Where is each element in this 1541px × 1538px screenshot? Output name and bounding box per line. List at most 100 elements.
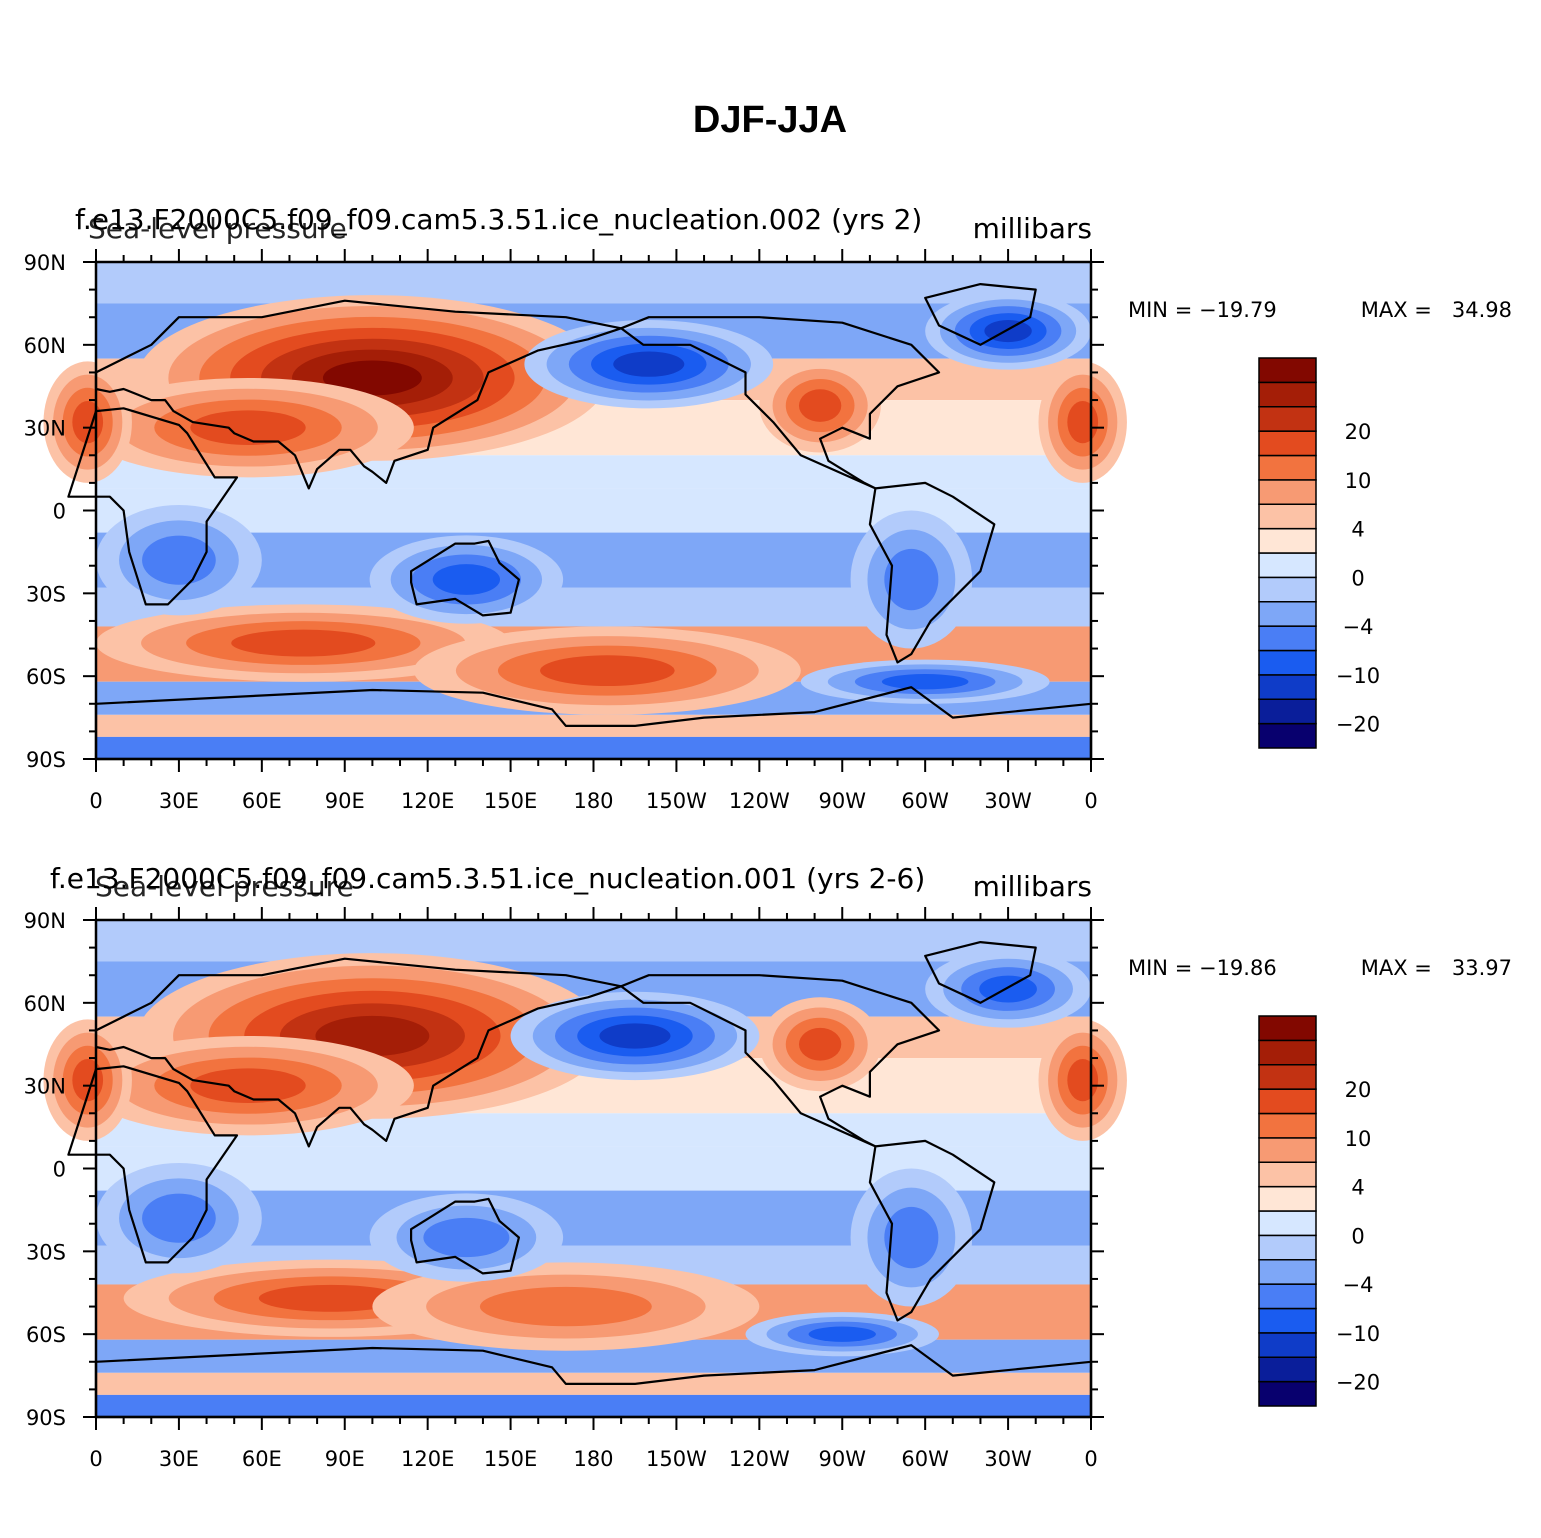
colorbar-box	[1258, 649, 1317, 676]
contour-north-america	[798, 389, 842, 422]
colorbar-label: 0	[1351, 1224, 1364, 1248]
colorbar-box	[1258, 722, 1317, 749]
y-tick-label: 30N	[24, 417, 66, 441]
map-plot: 0 30E 60E 90E 120E 150E 180 150W 120W 90W 60W 30W 09…	[24, 249, 1127, 813]
colorbar-box	[1258, 576, 1317, 603]
x-tick-label: 0	[89, 789, 102, 813]
contour-azores	[1067, 1059, 1099, 1102]
variable-label: Sea-level pressure	[88, 212, 347, 245]
axis-ticks	[83, 249, 1104, 772]
colorbar: 20 10 4 0 −4 −10 −20	[1258, 1015, 1380, 1407]
colorbar-box	[1258, 527, 1317, 554]
x-tick-label: 150E	[484, 1447, 537, 1471]
colorbar-box	[1258, 1185, 1317, 1212]
x-tick-label: 30E	[159, 1447, 199, 1471]
case-label: f.e13.F2000C5.f09_f09.cam5.3.51.ice_nucl…	[50, 862, 925, 895]
colorbar-box	[1258, 1356, 1317, 1383]
panel-top: f.e13.F2000C5.f09_f09.cam5.3.51.ice_nucl…	[24, 203, 1512, 813]
coastline-samerica	[868, 481, 996, 664]
field-band	[96, 736, 1091, 759]
contour-southern-indian-ocean	[258, 1284, 404, 1312]
y-tick-label: 60S	[26, 665, 66, 689]
colorbar-box	[1258, 381, 1317, 408]
y-tick-label: 30S	[26, 1240, 66, 1264]
max-label: MAX = 34.98	[1361, 298, 1512, 322]
x-tick-label: 30W	[984, 789, 1032, 813]
panel-bottom: f.e13.F2000C5.f09_f09.cam5.3.51.ice_nucl…	[24, 862, 1512, 1471]
contour-south-america	[884, 1206, 939, 1269]
contour-australia	[432, 564, 501, 595]
colorbar-box	[1258, 552, 1317, 579]
y-tick-label: 60N	[24, 992, 66, 1016]
field-band	[96, 1394, 1091, 1417]
y-tick-label: 90S	[26, 748, 66, 772]
contour-australia	[423, 1217, 510, 1258]
colorbar-label: −20	[1336, 713, 1380, 737]
x-tick-label: 60W	[901, 789, 949, 813]
x-tick-label: 150W	[646, 789, 707, 813]
coastline-eurasia	[94, 299, 623, 490]
x-tick-label: 30E	[159, 789, 199, 813]
coastline-eurasia	[94, 957, 623, 1148]
x-tick-label: 90E	[325, 789, 365, 813]
coastline-greenland	[924, 941, 1037, 1004]
x-tick-label: 120W	[729, 789, 790, 813]
x-tick-label: 60W	[901, 1447, 949, 1471]
colorbar-box	[1258, 625, 1317, 652]
x-tick-label: 180	[573, 1447, 613, 1471]
colorbar-box	[1258, 1137, 1317, 1163]
contour-south-america	[884, 548, 939, 611]
x-tick-label: 90W	[819, 789, 867, 813]
contour-azores	[1067, 401, 1099, 444]
colorbar-box	[1258, 698, 1317, 725]
coastline-namerica	[620, 316, 941, 490]
colorbar-label: 10	[1345, 1127, 1372, 1151]
y-tick-label: 30N	[24, 1075, 66, 1099]
coastline-samerica	[868, 1139, 996, 1322]
y-tick-label: 0	[53, 500, 66, 524]
colorbar-label: 4	[1351, 518, 1364, 542]
colorbar-label: −10	[1336, 1322, 1380, 1346]
x-tick-label: 150W	[646, 1447, 707, 1471]
contour-southern-ocean-atlantic	[881, 674, 969, 690]
colorbar-box	[1258, 1234, 1317, 1261]
units-label: millibars	[973, 870, 1092, 903]
x-tick-label: 0	[1084, 1447, 1097, 1471]
colorbar: 20 10 4 0 −4 −10 −20	[1258, 357, 1380, 749]
min-label: MIN = −19.86	[1128, 956, 1277, 980]
coastline-australia	[410, 1197, 520, 1275]
colorbar-box	[1258, 1307, 1317, 1334]
max-label: MAX = 33.97	[1361, 956, 1512, 980]
y-tick-label: 60N	[24, 334, 66, 358]
x-tick-label: 90W	[819, 1447, 867, 1471]
contour-asian-subtropics	[190, 1068, 306, 1103]
contour-aleutian-low	[599, 1023, 671, 1049]
y-tick-label: 90N	[24, 909, 66, 933]
colorbar-label: 0	[1351, 566, 1364, 590]
colorbar-label: −10	[1336, 664, 1380, 688]
colorbar-label: 10	[1345, 469, 1372, 493]
colorbar-label: 20	[1345, 1078, 1372, 1102]
field-band	[96, 920, 1091, 962]
coastline-africa	[67, 407, 239, 606]
y-tick-label: 60S	[26, 1323, 66, 1347]
coastline-africa	[67, 1065, 239, 1264]
x-tick-label: 60E	[242, 1447, 282, 1471]
anomaly-contours	[43, 950, 1127, 1357]
colorbar-box	[1258, 1210, 1317, 1237]
units-label: millibars	[973, 212, 1092, 245]
colorbar-box	[1258, 479, 1317, 505]
contour-south-pacific	[479, 1286, 652, 1327]
x-tick-label: 150E	[484, 789, 537, 813]
colorbar-box	[1258, 1259, 1317, 1285]
x-tick-label: 0	[1084, 789, 1097, 813]
contour-aleutian-low	[613, 351, 685, 377]
coastline-greenland	[924, 283, 1037, 346]
contour-southern-indian-ocean	[231, 629, 376, 657]
coastline-australia	[410, 539, 520, 617]
case-label: f.e13.F2000C5.f09_f09.cam5.3.51.ice_nucl…	[75, 203, 922, 236]
contour-southern-africa	[142, 1193, 216, 1243]
colorbar-label: 20	[1345, 420, 1372, 444]
colorbar-box	[1258, 1039, 1317, 1066]
